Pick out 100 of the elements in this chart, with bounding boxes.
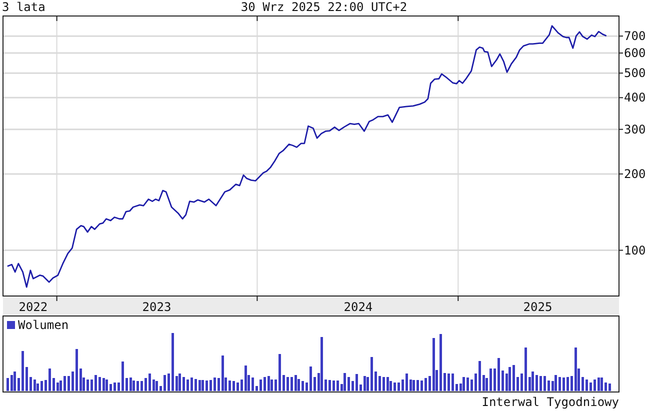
bar xyxy=(164,374,166,391)
x-tick-label: 2024 xyxy=(344,300,373,314)
bar xyxy=(394,382,396,391)
bar xyxy=(106,379,108,391)
bar xyxy=(178,374,181,391)
bar xyxy=(594,379,596,391)
bar xyxy=(40,381,43,391)
bar xyxy=(214,378,216,391)
bar xyxy=(34,379,36,391)
bar xyxy=(328,380,331,391)
bar xyxy=(490,368,492,391)
y-tick-label: 400 xyxy=(624,90,646,105)
bar xyxy=(68,376,70,391)
bar xyxy=(228,380,231,391)
bar xyxy=(86,379,89,391)
y-tick-label: 700 xyxy=(624,29,646,44)
bar xyxy=(210,380,212,391)
x-tick-label: 2022 xyxy=(18,300,48,314)
chart-title: 3 lata xyxy=(2,0,46,14)
bar xyxy=(412,380,415,391)
bar xyxy=(558,377,561,391)
bar xyxy=(598,378,600,391)
bar xyxy=(186,379,189,391)
bar xyxy=(114,382,116,391)
x-tick-label: 2025 xyxy=(523,300,552,314)
bar xyxy=(206,380,208,391)
bar xyxy=(98,377,101,391)
bar xyxy=(524,348,527,391)
y-tick-label: 500 xyxy=(624,66,646,80)
bar xyxy=(574,348,577,391)
bar xyxy=(600,378,603,391)
bar xyxy=(478,360,481,391)
bar xyxy=(10,374,13,391)
bar xyxy=(22,350,24,391)
bar xyxy=(94,374,97,391)
y-tick-label: 200 xyxy=(624,166,646,181)
bar xyxy=(398,382,400,391)
bar xyxy=(406,374,408,391)
bar xyxy=(540,376,542,391)
bar xyxy=(6,378,9,391)
bar xyxy=(440,334,442,391)
bar xyxy=(332,380,335,391)
bar xyxy=(364,376,366,391)
bar xyxy=(136,381,139,391)
bar xyxy=(432,338,435,391)
bar xyxy=(260,379,262,391)
bar xyxy=(268,376,270,391)
bar xyxy=(566,377,569,391)
y-tick-label: 300 xyxy=(624,122,646,136)
bar xyxy=(56,382,59,391)
bar xyxy=(232,381,235,391)
bar xyxy=(370,356,373,391)
bar xyxy=(172,333,174,391)
bar xyxy=(90,379,93,391)
bar xyxy=(498,358,500,391)
bar xyxy=(390,381,392,391)
bar xyxy=(64,376,66,391)
bar xyxy=(264,377,266,391)
bar xyxy=(148,374,151,391)
bar xyxy=(140,381,143,391)
bar xyxy=(378,376,381,391)
bar xyxy=(590,382,592,391)
bar xyxy=(466,378,469,391)
bar xyxy=(290,377,293,391)
y-tick-label: 600 xyxy=(624,46,646,60)
bar xyxy=(586,379,588,391)
bar xyxy=(382,377,385,391)
y-tick-label: 100 xyxy=(624,243,646,258)
bar xyxy=(416,380,419,391)
bar xyxy=(286,377,289,391)
bar xyxy=(48,368,51,391)
bar xyxy=(236,382,239,391)
bar xyxy=(132,380,135,391)
bar xyxy=(536,374,538,391)
bar xyxy=(562,378,565,391)
bar xyxy=(202,380,204,391)
bar xyxy=(302,381,304,391)
bar xyxy=(608,383,611,391)
bar xyxy=(76,349,78,391)
bar xyxy=(244,365,247,391)
bar xyxy=(386,377,389,391)
bar xyxy=(122,361,124,391)
bar xyxy=(344,373,346,391)
chart-subtitle: 30 Wrz 2025 22:00 UTC+2 xyxy=(240,0,408,14)
bar xyxy=(462,377,465,391)
bar xyxy=(194,378,197,391)
bar xyxy=(278,354,281,391)
bar xyxy=(130,378,132,391)
legend-label: Wolumen xyxy=(18,318,69,332)
bar xyxy=(294,374,297,391)
bar xyxy=(102,378,105,391)
bar xyxy=(298,378,300,391)
bar xyxy=(508,367,511,391)
bar xyxy=(554,374,557,391)
bar xyxy=(452,374,454,391)
bar xyxy=(544,376,546,391)
bar xyxy=(348,377,350,391)
bar xyxy=(270,379,273,391)
bar xyxy=(420,380,423,391)
bar xyxy=(336,380,339,391)
